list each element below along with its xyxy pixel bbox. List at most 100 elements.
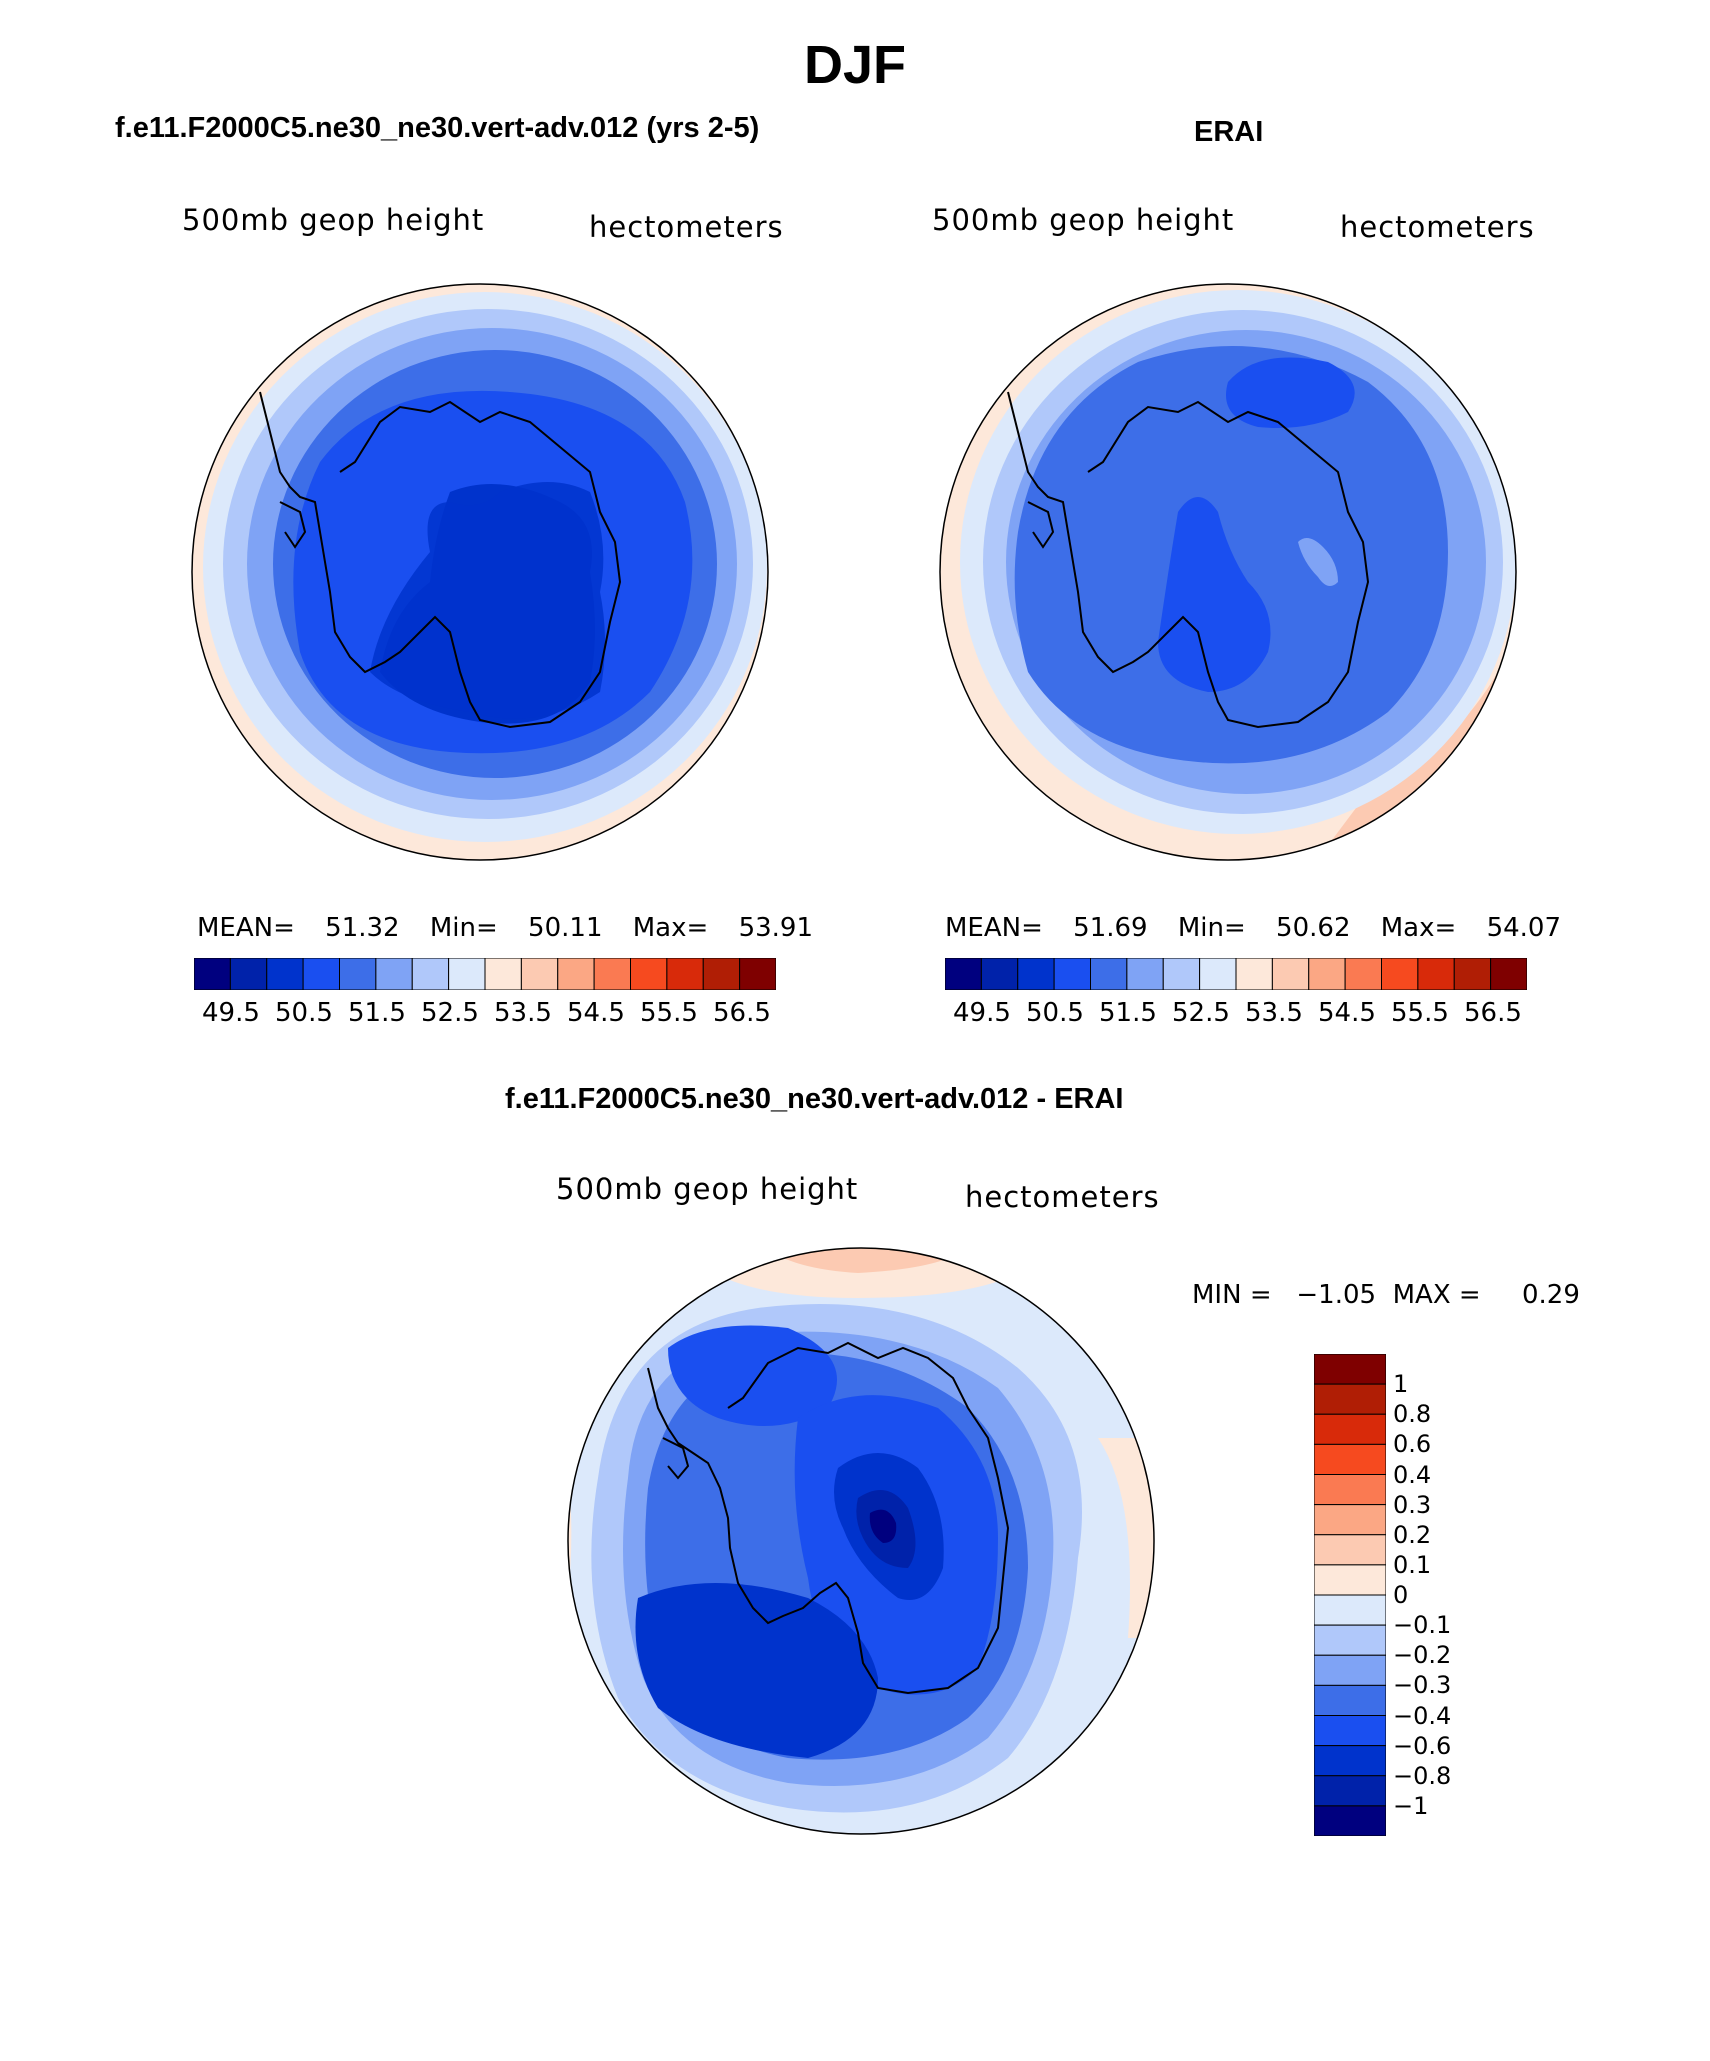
colorbar-tick: 54.5 — [567, 998, 625, 1028]
min-value: 50.62 — [1276, 913, 1351, 943]
colorbar-swatch — [411, 958, 450, 990]
polar-map-obs — [939, 283, 1517, 861]
colorbar-swatch — [1090, 958, 1128, 990]
colorbar-swatch — [702, 958, 741, 990]
colorbar-swatch — [1314, 1624, 1386, 1656]
colorbar-swatch — [1017, 958, 1055, 990]
colorbar-tick: −0.8 — [1393, 1761, 1452, 1790]
colorbar-swatch — [375, 958, 413, 990]
colorbar-tick: 0.8 — [1393, 1400, 1432, 1429]
colorbar-swatch — [739, 958, 776, 990]
polar-map-model — [191, 283, 769, 861]
colorbar-swatch — [666, 958, 704, 990]
colorbar-swatch — [1162, 958, 1201, 990]
colorbar-tick: 0.6 — [1393, 1430, 1432, 1459]
diff-right-label: hectometers — [965, 1180, 1160, 1214]
colorbar-swatch — [1344, 958, 1382, 990]
colorbar-swatch — [1314, 1594, 1386, 1626]
colorbar-tick: 56.5 — [713, 998, 771, 1028]
colorbar-tick: 51.5 — [1099, 998, 1157, 1028]
colorbar-tick: 49.5 — [202, 998, 260, 1028]
mean-label: MEAN= — [945, 913, 1043, 943]
colorbar-ticks-model: 49.5 50.5 51.5 52.5 53.5 54.5 55.5 56.5 — [194, 998, 776, 1028]
panel-title-model: f.e11.F2000C5.ne30_ne30.vert-adv.012 (yr… — [115, 112, 760, 144]
colorbar-obs — [945, 958, 1527, 990]
colorbar-swatch — [945, 958, 982, 990]
colorbar-tick: 49.5 — [953, 998, 1011, 1028]
colorbar-tick: −0.4 — [1393, 1701, 1452, 1730]
colorbar-swatch — [1314, 1654, 1386, 1686]
min-value: 50.11 — [528, 913, 603, 943]
colorbar-swatch — [1314, 1805, 1386, 1836]
colorbar-tick: 0.3 — [1393, 1490, 1432, 1519]
colorbar-diff — [1314, 1354, 1386, 1836]
colorbar-swatch — [229, 958, 268, 990]
contour-fill — [370, 482, 605, 719]
colorbar-swatch — [1490, 958, 1527, 990]
colorbar-swatch — [1053, 958, 1091, 990]
page-title: DJF — [803, 35, 906, 95]
colorbar-swatch — [520, 958, 559, 990]
colorbar-swatch — [1314, 1354, 1386, 1385]
diff-minmax: MIN = −1.05 MAX = 0.29 — [1192, 1280, 1580, 1310]
panel-left-label: 500mb geop height — [932, 203, 1235, 237]
max-value: 54.07 — [1486, 913, 1561, 943]
colorbar-tick: 1 — [1393, 1370, 1409, 1399]
colorbar-swatch — [1381, 958, 1419, 990]
colorbar-tick: −0.3 — [1393, 1671, 1452, 1700]
colorbar-swatch — [1314, 1443, 1386, 1475]
colorbar-swatch — [630, 958, 668, 990]
colorbar-swatch — [1314, 1745, 1386, 1777]
colorbar-ticks-obs: 49.5 50.5 51.5 52.5 53.5 54.5 55.5 56.5 — [945, 998, 1527, 1028]
contour-fill — [1226, 357, 1355, 428]
colorbar-ticks-diff: 1 0.8 0.6 0.4 0.3 0.2 0.1 0 −0.1 −0.2 −0… — [1393, 1354, 1513, 1836]
max-label: Max= — [1380, 913, 1457, 943]
map-border — [567, 1247, 1155, 1835]
colorbar-tick: 51.5 — [348, 998, 406, 1028]
colorbar-tick: 0.1 — [1393, 1550, 1432, 1579]
colorbar-swatch — [302, 958, 340, 990]
colorbar-tick: −0.2 — [1393, 1641, 1452, 1670]
contour-fill — [1158, 497, 1271, 692]
mean-value: 51.69 — [1073, 913, 1148, 943]
min-label: Min= — [429, 913, 498, 943]
polar-map-diff — [567, 1247, 1155, 1835]
colorbar-swatch — [1308, 958, 1346, 990]
colorbar-tick: 0.2 — [1393, 1520, 1432, 1549]
map-border — [939, 283, 1517, 861]
colorbar-swatch — [557, 958, 595, 990]
diff-panel-title: f.e11.F2000C5.ne30_ne30.vert-adv.012 - E… — [505, 1083, 1124, 1115]
colorbar-swatch — [1314, 1474, 1386, 1506]
max-value: 53.91 — [738, 913, 813, 943]
colorbar-swatch — [1417, 958, 1455, 990]
colorbar-tick: 53.5 — [494, 998, 552, 1028]
colorbar-swatch — [339, 958, 377, 990]
panel-right-label: hectometers — [1340, 210, 1535, 244]
diff-left-label: 500mb geop height — [556, 1172, 859, 1206]
colorbar-swatch — [980, 958, 1019, 990]
map-border — [191, 283, 769, 861]
contour-fill — [635, 1583, 878, 1758]
stats-line-obs: MEAN= 51.69 Min= 50.62 Max= 54.07 — [945, 913, 1561, 943]
colorbar-swatch — [1126, 958, 1164, 990]
colorbar-tick: 52.5 — [1172, 998, 1230, 1028]
coastline — [259, 391, 622, 729]
colorbar-swatch — [1314, 1413, 1386, 1445]
panel-title-obs: ERAI — [1194, 116, 1264, 148]
contour-fill — [869, 1509, 897, 1543]
colorbar-swatch — [194, 958, 231, 990]
colorbar-swatch — [1314, 1383, 1386, 1415]
colorbar-model — [194, 958, 776, 990]
colorbar-swatch — [1314, 1684, 1386, 1716]
colorbar-tick: 50.5 — [1026, 998, 1084, 1028]
colorbar-swatch — [1314, 1775, 1386, 1807]
contour-fill — [758, 1248, 978, 1273]
mean-value: 51.32 — [325, 913, 400, 943]
colorbar-tick: 0 — [1393, 1581, 1409, 1609]
colorbar-tick: −1 — [1393, 1791, 1429, 1820]
min-label: Min= — [1177, 913, 1246, 943]
coastline — [1007, 391, 1370, 729]
colorbar-swatch — [1199, 958, 1237, 990]
max-label: Max= — [632, 913, 709, 943]
colorbar-tick: 56.5 — [1464, 998, 1522, 1028]
